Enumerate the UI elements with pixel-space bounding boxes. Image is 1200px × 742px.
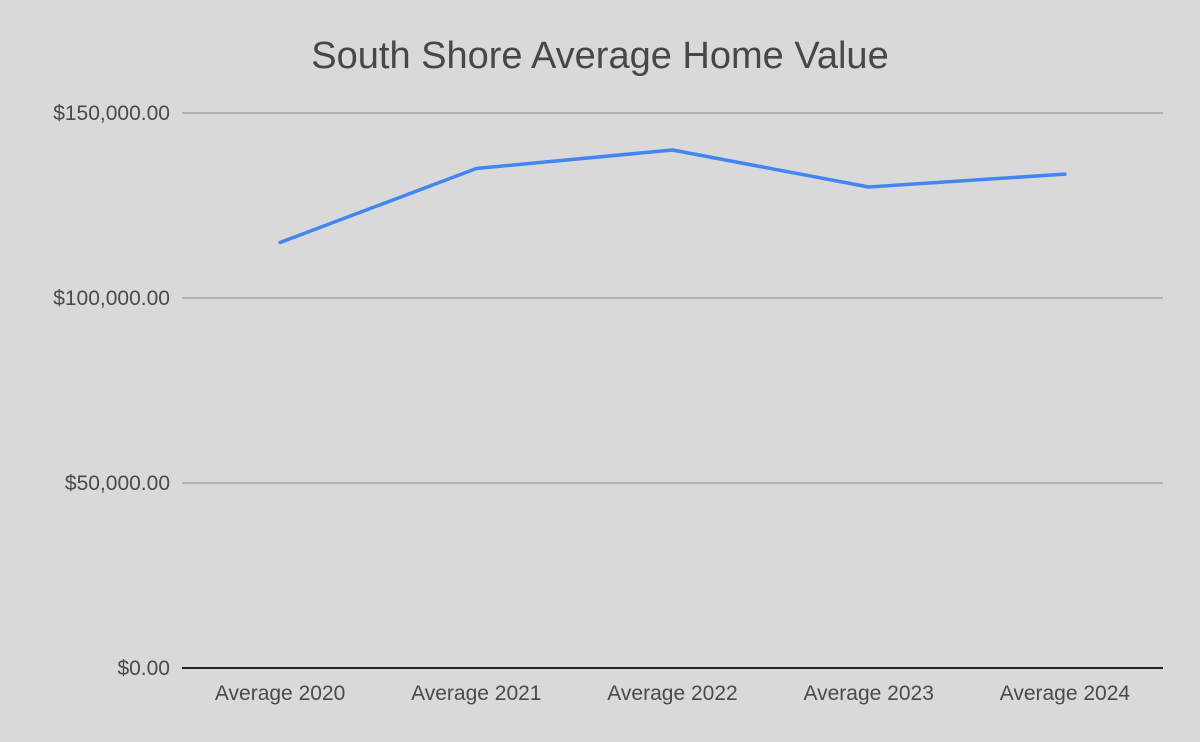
- y-tick-label: $100,000.00: [53, 287, 170, 310]
- series-line: [278, 148, 1067, 245]
- y-tick-label: $0.00: [117, 657, 170, 680]
- y-axis-tick-labels: $0.00 $50,000.00 $100,000.00 $150,000.00: [53, 102, 170, 680]
- x-tick-label: Average 2023: [804, 682, 934, 705]
- x-tick-label: Average 2022: [607, 682, 737, 705]
- y-tick-label: $50,000.00: [65, 472, 170, 495]
- x-tick-label: Average 2020: [215, 682, 345, 705]
- x-tick-label: Average 2021: [411, 682, 541, 705]
- y-tick-label: $150,000.00: [53, 102, 170, 125]
- x-axis-tick-labels: Average 2020 Average 2021 Average 2022 Aver…: [215, 682, 1131, 705]
- gridlines: [182, 112, 1163, 669]
- chart-title: South Shore Average Home Value: [311, 35, 888, 77]
- series-lines: [278, 148, 1067, 245]
- x-tick-label: Average 2024: [1000, 682, 1131, 705]
